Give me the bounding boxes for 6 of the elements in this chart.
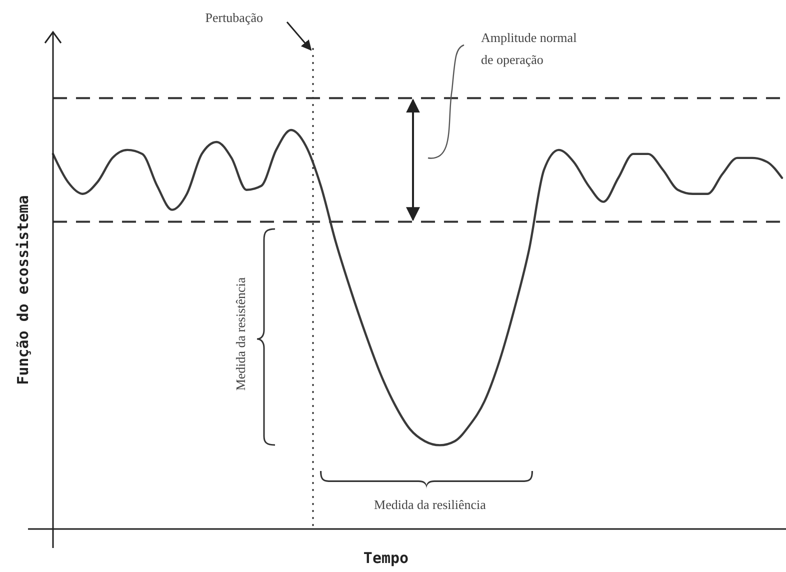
y-axis-title: Função do ecossistema [14, 195, 32, 385]
annotation: Medida da resistência [233, 277, 248, 391]
x-axis-title: Tempo [363, 549, 409, 567]
annotation: Medida da resiliência [374, 497, 486, 512]
text: Amplitude normal de operação [481, 30, 578, 67]
text: Pertubação [205, 10, 263, 25]
